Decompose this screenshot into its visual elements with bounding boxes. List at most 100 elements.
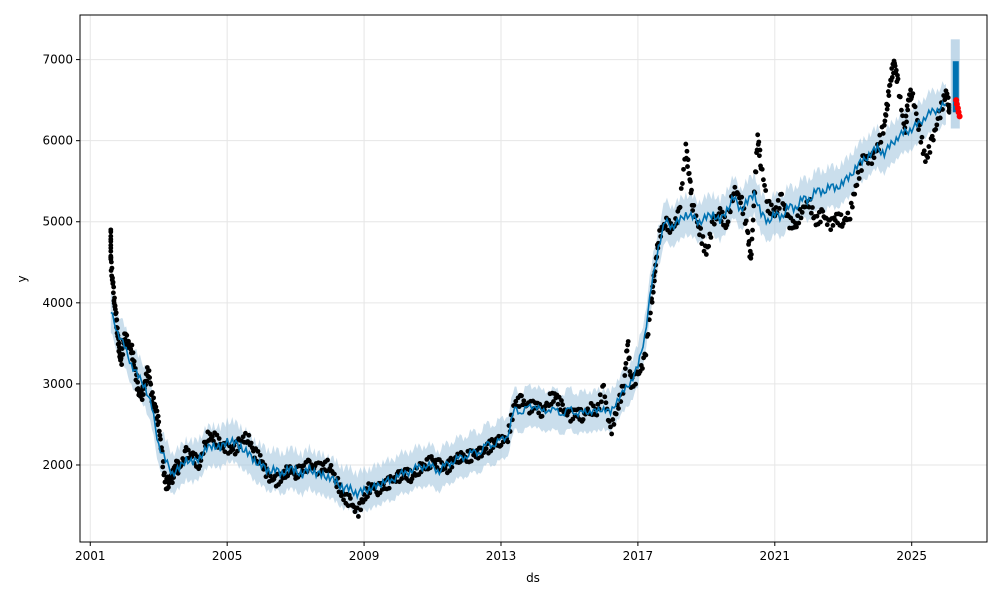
observed-point	[895, 72, 900, 78]
observed-point	[750, 217, 756, 223]
x-axis-ticks: 2001 2005 2009 2013 2017 2021 2025	[75, 542, 927, 563]
observed-point	[442, 466, 448, 471]
observed-point	[930, 137, 936, 143]
observed-point	[880, 131, 886, 136]
observed-point	[386, 485, 392, 491]
observed-point	[751, 203, 757, 209]
observed-point	[828, 227, 834, 233]
observed-point	[551, 399, 556, 404]
observed-point	[794, 224, 799, 230]
observed-point	[198, 458, 204, 463]
observed-point	[740, 211, 746, 217]
observed-point	[263, 474, 269, 480]
observed-point	[151, 395, 156, 401]
observed-point	[447, 468, 453, 474]
observed-point	[913, 111, 919, 117]
observed-point	[124, 332, 130, 338]
observed-point	[613, 411, 619, 417]
observed-point	[830, 223, 836, 228]
y-tick-label: 5000	[42, 215, 73, 229]
observed-point	[113, 310, 119, 316]
observed-point	[937, 115, 943, 121]
observed-point	[698, 226, 704, 231]
observed-point	[399, 476, 405, 482]
observed-point	[108, 248, 114, 254]
observed-point	[649, 299, 655, 305]
observed-point	[158, 436, 163, 442]
observed-point	[719, 209, 725, 215]
observed-point	[818, 219, 823, 225]
observed-point	[912, 104, 918, 110]
observed-point	[513, 398, 519, 404]
observed-point	[341, 497, 346, 503]
observed-point	[505, 439, 511, 445]
observed-point	[135, 379, 141, 385]
observed-point	[885, 102, 891, 108]
observed-point	[365, 494, 370, 500]
observed-point	[922, 159, 928, 165]
observed-point	[109, 265, 115, 271]
observed-point	[854, 182, 860, 188]
observed-point	[703, 252, 709, 257]
forecast-line-layer	[110, 100, 947, 501]
observed-point	[795, 213, 801, 219]
observed-point	[897, 94, 903, 100]
observed-point	[798, 215, 804, 221]
observed-point	[214, 432, 220, 438]
observed-point	[170, 480, 175, 486]
observed-point	[763, 188, 769, 193]
observed-point	[847, 216, 853, 222]
observed-point	[301, 463, 307, 469]
observed-point	[755, 132, 761, 138]
observed-point	[622, 373, 628, 378]
y-tick-label: 7000	[42, 53, 73, 67]
observed-point	[799, 209, 805, 215]
observed-point	[498, 442, 504, 448]
observed-point	[699, 241, 705, 247]
observed-point	[609, 431, 615, 437]
observed-point	[230, 447, 236, 453]
observed-point	[255, 448, 261, 454]
observed-point	[119, 346, 125, 352]
observed-point	[878, 139, 884, 145]
plot-frame	[79, 14, 988, 543]
observed-point	[667, 230, 673, 236]
observed-point	[905, 107, 911, 113]
observed-point	[944, 91, 950, 97]
observed-point	[735, 191, 741, 197]
observed-point	[623, 360, 629, 366]
observed-point	[933, 127, 939, 132]
observed-point	[140, 392, 146, 397]
x-tick-label: 2001	[75, 549, 106, 563]
y-tick-label: 6000	[42, 134, 73, 148]
observed-point	[904, 103, 910, 109]
x-tick-label: 2009	[349, 549, 380, 563]
observed-point	[745, 230, 751, 236]
observed-point	[268, 473, 273, 479]
observed-point	[108, 239, 114, 244]
observed-point	[645, 332, 651, 337]
observed-point	[131, 358, 137, 364]
observed-point	[130, 350, 136, 356]
x-tick-label: 2013	[486, 549, 517, 563]
observed-point	[216, 436, 222, 441]
observed-point	[112, 295, 117, 301]
observed-point	[108, 259, 114, 265]
observed-point	[749, 252, 754, 257]
observed-point	[748, 255, 754, 261]
observed-point	[594, 412, 600, 418]
y-axis-ticks: 2000 3000 4000 5000 6000 7000	[42, 53, 80, 472]
observed-point	[683, 141, 689, 147]
observed-point	[895, 76, 901, 82]
observed-point	[775, 197, 781, 203]
observed-point	[347, 495, 353, 501]
observed-point	[156, 419, 162, 425]
observed-point	[156, 428, 162, 434]
observed-point	[700, 234, 706, 239]
observed-point	[197, 463, 203, 469]
observed-point	[601, 382, 607, 388]
observed-point	[148, 381, 154, 387]
observed-point	[760, 177, 766, 183]
observed-point	[112, 303, 118, 309]
